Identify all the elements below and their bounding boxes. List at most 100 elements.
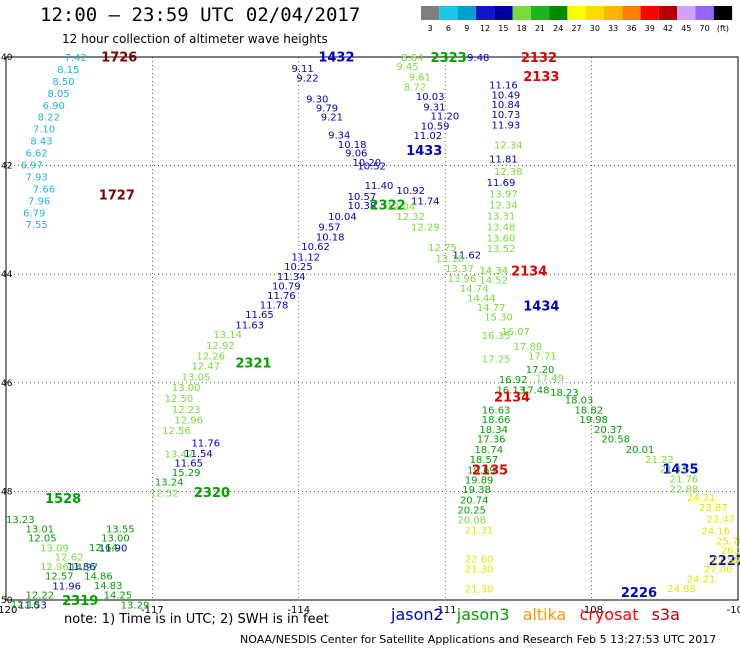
wave-height-value: 12.96 (40, 562, 69, 573)
colorbar-label: 12 (480, 24, 490, 33)
wave-height-value: 16.13 (496, 385, 525, 396)
wave-height-value: 16.35 (482, 331, 511, 342)
colorbar-label: 15 (498, 24, 508, 33)
wave-height-value: 14.86 (84, 572, 113, 583)
colorbar-label: 39 (645, 24, 655, 33)
wave-height-value: 21.30 (465, 585, 494, 596)
wave-height-value: 13.24 (155, 478, 184, 489)
wave-height-value: 13.05 (182, 372, 211, 383)
wave-height-value: 14.25 (104, 591, 133, 602)
wave-height-value: 17.20 (526, 365, 555, 376)
wave-height-value: 13.00 (101, 534, 130, 545)
legend-s3a: s3a (651, 605, 680, 624)
chart-subtitle: 12 hour collection of altimeter wave hei… (62, 32, 328, 46)
footer-credit: NOAA/NESDIS Center for Satellite Applica… (240, 633, 717, 646)
colorbar-swatch (658, 6, 678, 20)
wave-height-value: 11.40 (365, 181, 394, 192)
wave-height-value: 21.76 (670, 474, 699, 485)
wave-height-value: 10.18 (316, 233, 345, 244)
wave-height-value: 24.16 (701, 526, 730, 537)
wave-height-value: 25.70 (716, 536, 740, 547)
wave-height-value: 9.31 (423, 102, 445, 113)
wave-height-value: 13.48 (487, 222, 516, 233)
wave-height-value: 12.47 (191, 361, 220, 372)
colorbar-swatch (622, 6, 641, 20)
wave-height-value: 21.22 (645, 455, 674, 466)
colorbar-swatch (677, 6, 696, 20)
colorbar-label: 3 (428, 24, 433, 33)
wave-height-value: 14.27 (69, 562, 98, 573)
y-tick-label: 50 (1, 596, 13, 606)
wave-height-value: 19.69 (467, 466, 496, 477)
wave-height-value: 18.03 (565, 396, 594, 407)
wave-height-value: 11.16 (489, 81, 518, 92)
wave-height-value: 12.10 (11, 600, 40, 611)
wave-height-value: 7.42 (65, 53, 87, 64)
wave-height-value: 10.62 (301, 242, 330, 253)
y-tick-label: 46 (1, 379, 13, 389)
colorbar-swatch (640, 6, 659, 20)
wave-height-value: 20.01 (626, 445, 655, 456)
wave-height-value: 24.88 (667, 584, 696, 595)
wave-height-value: 21.11 (660, 465, 689, 476)
y-tick-label: 40 (1, 53, 13, 63)
wave-height-value: 12.96 (174, 416, 203, 427)
wave-height-value: 13.01 (26, 524, 55, 535)
colorbar-swatch (494, 6, 513, 20)
wave-height-value: 19.89 (465, 475, 494, 486)
wave-height-value: 11.63 (235, 321, 264, 332)
wave-height-value: 14.34 (479, 266, 508, 277)
wave-height-value: 9.06 (345, 149, 367, 160)
wave-height-value: 16.92 (499, 375, 528, 386)
legend-altika: altika (522, 605, 567, 624)
pass-time-label: 2320 (194, 486, 230, 501)
wave-height-value: 19.38 (462, 485, 491, 496)
colorbar-label: 45 (681, 24, 691, 33)
pass-time-label: 1434 (523, 300, 559, 315)
wave-height-value: 11.86 (67, 562, 96, 573)
wave-height-value: 12.56 (162, 426, 191, 437)
plot-frame (5, 56, 739, 601)
wave-height-value: 12.75 (428, 243, 457, 254)
wave-height-value: 13.00 (172, 383, 201, 394)
wave-height-value: 11.12 (291, 252, 320, 263)
colorbar-label: 30 (590, 24, 600, 33)
wave-height-value: 13.31 (487, 212, 516, 223)
pass-time-label: 2132 (521, 51, 557, 66)
wave-height-value: 6.62 (26, 149, 48, 160)
wave-height-value: 11.65 (174, 459, 203, 470)
colorbar-label: 6 (446, 24, 451, 33)
wave-height-value: 9.30 (306, 94, 328, 105)
wave-height-value: 14.52 (479, 276, 508, 287)
wave-height-value: 12.64 (89, 543, 118, 554)
colorbar-label: 42 (663, 24, 673, 33)
wave-height-value: 23.47 (706, 515, 735, 526)
legend-jason2: jason2 (391, 605, 444, 624)
wave-height-value: 11.76 (267, 291, 296, 302)
colorbar-swatch (421, 6, 440, 20)
footer-note: note: 1) Time is in UTC; 2) SWH is in fe… (64, 612, 329, 627)
wave-height-value: 20.37 (594, 425, 623, 436)
pass-time-label: 2323 (431, 51, 467, 66)
wave-height-value: 18.23 (550, 388, 579, 399)
wave-height-value: 12.62 (55, 553, 84, 564)
wave-height-value: 12.32 (396, 212, 425, 223)
wave-height-value: 18.34 (479, 425, 508, 436)
wave-height-value: 14.34 (479, 266, 508, 277)
wave-height-value: 13.16 (435, 254, 464, 265)
data-points: 1726 1727 7.428.158.508.056.908.227.108.43… (6, 50, 740, 611)
wave-height-value: 10.59 (421, 121, 450, 132)
wave-height-value: 24.21 (687, 574, 716, 585)
pass-time-label: 1727 (99, 188, 135, 203)
wave-height-value: 11.90 (99, 543, 128, 554)
x-tick-label: -111 (434, 605, 457, 616)
wave-height-value: 24.75 (731, 555, 740, 566)
wave-height-value: 18.82 (575, 405, 604, 416)
wave-height-value: 13.55 (106, 524, 135, 535)
wave-height-value: 20.74 (460, 496, 489, 507)
wave-height-value: 9.57 (318, 222, 340, 233)
wave-height-value: 9.11 (291, 64, 313, 75)
wave-height-value: 13.37 (445, 264, 474, 275)
pass-time-label: 2134 (511, 264, 547, 279)
